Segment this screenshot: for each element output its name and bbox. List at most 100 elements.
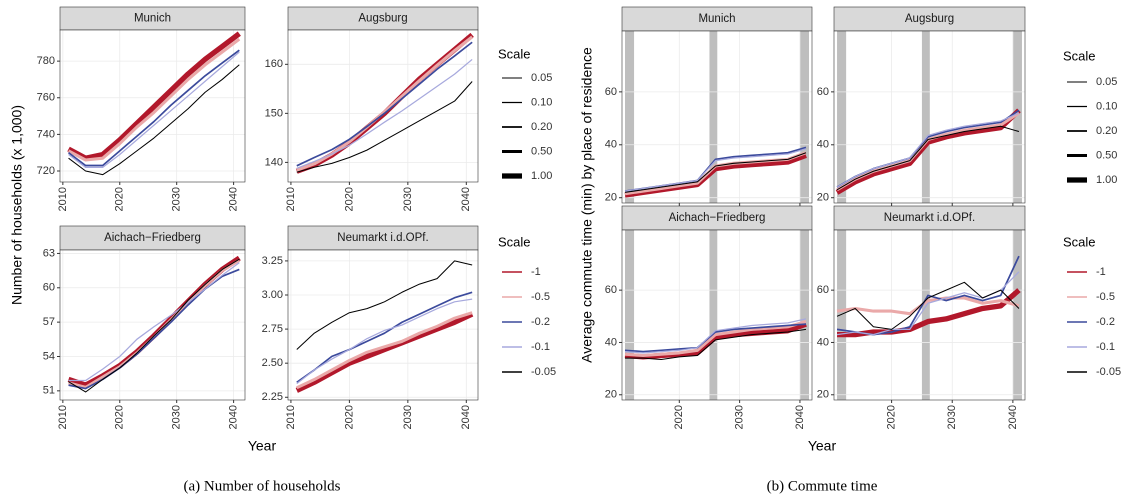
legend-title: Scale — [498, 46, 531, 61]
series-line — [296, 298, 473, 385]
panel-border — [59, 249, 246, 401]
shaded-band — [1012, 31, 1022, 203]
panel-border — [287, 29, 479, 183]
legend-label: 0.20 — [1096, 125, 1117, 137]
x-tick-label: 2020 — [114, 187, 126, 211]
y-tick-label: 63 — [43, 247, 55, 259]
series-line — [296, 35, 474, 172]
series-line — [296, 58, 473, 169]
panel-border — [621, 30, 813, 204]
x-tick-label: 2040 — [1007, 405, 1019, 429]
y-tick-label: 60 — [605, 86, 617, 98]
legend-label: 0.20 — [531, 121, 552, 133]
x-tick-label: 2030 — [402, 187, 414, 211]
y-tick-label: 780 — [37, 55, 55, 67]
shaded-band — [1012, 230, 1022, 400]
y-tick-label: 60 — [817, 284, 829, 296]
legend-label: 1.00 — [1096, 174, 1117, 186]
y-tick-label: 60 — [817, 86, 829, 98]
series-line — [837, 288, 1021, 338]
legend-label: 1.00 — [531, 170, 552, 182]
y-tick-label: 2.25 — [262, 391, 283, 403]
x-tick-label: 2040 — [228, 187, 240, 211]
y-tick-label: 720 — [37, 165, 55, 177]
strip — [621, 6, 813, 32]
series-line — [68, 262, 240, 382]
shaded-band — [709, 31, 718, 203]
series-line — [624, 318, 807, 354]
series-line — [836, 296, 1020, 316]
x-tick-label: 2010 — [285, 187, 297, 211]
panel-border — [833, 229, 1026, 401]
legend-label: -0.5 — [1096, 291, 1115, 303]
y-tick-label: 54 — [43, 350, 55, 362]
x-tick-label: 2040 — [460, 405, 472, 429]
y-tick-label: 140 — [265, 156, 283, 168]
series-line — [68, 258, 240, 393]
shaded-band — [921, 31, 930, 203]
strip — [59, 225, 246, 251]
legend-label: 0.10 — [531, 96, 552, 108]
legend-label: 0.05 — [531, 72, 552, 84]
y-tick-label: 40 — [605, 336, 617, 348]
legend-label: -0.2 — [1096, 316, 1115, 328]
series-line — [296, 81, 473, 173]
strip — [833, 205, 1026, 231]
panel-title: Munich — [134, 13, 171, 25]
panel-title: Munich — [698, 13, 735, 25]
shaded-band — [837, 31, 847, 203]
x-tick-label: 2040 — [794, 405, 806, 429]
legend-title: Scale — [1063, 48, 1096, 63]
strip — [833, 6, 1026, 32]
x-tick-label: 2030 — [946, 405, 958, 429]
caption: (a) Number of households — [183, 478, 340, 494]
panel-border — [59, 29, 246, 183]
series-line — [296, 41, 473, 167]
x-tick-label: 2020 — [114, 405, 126, 429]
panel-border — [833, 30, 1026, 204]
series-line — [624, 148, 807, 192]
x-tick-label: 2030 — [171, 187, 183, 211]
x-tick-label: 2040 — [228, 405, 240, 429]
series-line — [296, 291, 473, 383]
y-tick-label: 51 — [43, 385, 55, 397]
panel-title: Aichach−Friedberg — [104, 232, 201, 244]
legend-label: -0.05 — [531, 366, 556, 378]
panel-title: Aichach−Friedberg — [669, 212, 766, 224]
legend-label: -1 — [1096, 266, 1106, 278]
x-axis-label: Year — [808, 438, 837, 454]
x-tick-label: 2020 — [343, 187, 355, 211]
panel-title: Augsburg — [358, 13, 407, 25]
shaded-band — [921, 230, 930, 400]
series-line — [836, 112, 1020, 188]
legend-label: -0.1 — [1096, 341, 1115, 353]
legend-label: 0.05 — [1096, 76, 1117, 88]
x-tick-label: 2030 — [734, 405, 746, 429]
y-tick-label: 3.00 — [262, 289, 283, 301]
x-tick-label: 2030 — [402, 405, 414, 429]
x-axis-label: Year — [248, 438, 277, 454]
y-tick-label: 740 — [37, 128, 55, 140]
x-tick-label: 2010 — [57, 187, 69, 211]
y-axis-label: Number of households (x 1,000) — [9, 105, 25, 305]
y-axis-label: Average commute time (min) by place of r… — [579, 47, 595, 363]
x-tick-label: 2020 — [886, 405, 898, 429]
y-tick-label: 60 — [605, 284, 617, 296]
y-tick-label: 20 — [605, 389, 617, 401]
series-line — [625, 328, 807, 360]
x-tick-label: 2010 — [57, 405, 69, 429]
series-line — [836, 281, 1020, 330]
shaded-band — [799, 31, 809, 203]
legend-label: 0.10 — [1096, 100, 1117, 112]
series-line — [67, 31, 241, 161]
legend-label: 0.50 — [531, 145, 552, 157]
y-tick-label: 760 — [37, 92, 55, 104]
panel-title: Neumarkt i.d.OPf. — [337, 232, 428, 244]
panel-title: Augsburg — [905, 13, 954, 25]
y-tick-label: 20 — [817, 389, 829, 401]
y-tick-label: 2.50 — [262, 357, 283, 369]
series-line — [68, 51, 240, 168]
x-tick-label: 2020 — [673, 405, 685, 429]
legend-label: -0.05 — [1096, 366, 1121, 378]
panel-title: Neumarkt i.d.OPf. — [884, 212, 975, 224]
